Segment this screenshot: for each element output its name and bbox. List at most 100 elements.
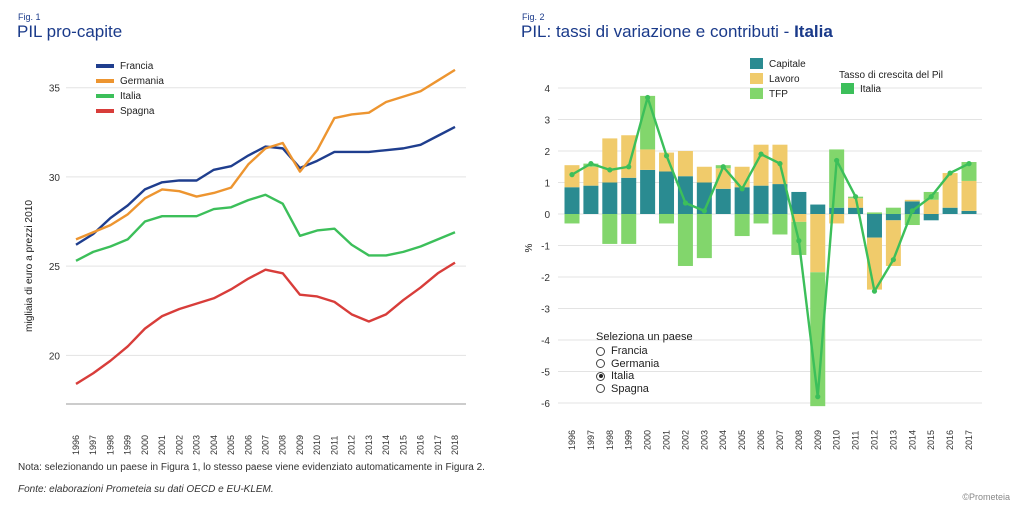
radio-label-spagna: Spagna	[611, 382, 649, 395]
bar-lavoro	[961, 180, 977, 211]
x-tick-label: 2003	[192, 435, 202, 455]
line-point	[588, 161, 594, 167]
bar-capitale	[640, 169, 656, 214]
bar-lavoro	[696, 166, 712, 183]
bar-capitale	[791, 191, 807, 214]
x-tick-label: 2004	[209, 435, 219, 455]
x-tick-label: 2004	[718, 430, 728, 450]
y-tick-label: -5	[541, 368, 550, 379]
legend-swatch-line-italia	[841, 83, 854, 94]
x-tick-label: 2005	[226, 435, 236, 455]
y-tick-label: 20	[49, 351, 61, 362]
radio-label-francia: Francia	[611, 345, 648, 358]
bar-capitale	[715, 188, 731, 214]
bar-lavoro	[583, 166, 599, 186]
x-tick-label: 2009	[295, 435, 305, 455]
x-tick-label: 2000	[643, 430, 653, 450]
x-tick-label: 2003	[699, 430, 709, 450]
bar-capitale	[810, 204, 826, 214]
bar-tfp	[564, 214, 580, 224]
bar-capitale	[753, 185, 769, 214]
line-point	[569, 172, 575, 178]
bar-lavoro	[885, 220, 901, 266]
y-tick-label: -1	[541, 242, 550, 253]
legend-label-tfp: TFP	[769, 89, 788, 100]
bar-tfp	[696, 214, 712, 259]
bar-capitale	[848, 207, 864, 214]
bar-capitale	[942, 207, 958, 214]
y-tick-label: -4	[541, 336, 550, 347]
x-tick-label: 2018	[450, 435, 460, 455]
line-point	[852, 194, 859, 200]
footer-note: Nota: selezionando un paese in Figura 1,…	[18, 462, 485, 473]
bar-lavoro	[677, 151, 693, 177]
line-series-francia	[75, 125, 456, 246]
x-tick-label: 2008	[278, 435, 288, 455]
x-tick-label: 2005	[737, 430, 747, 450]
x-tick-label: 1997	[88, 435, 98, 455]
bar-tfp	[904, 214, 920, 226]
x-tick-label: 2011	[851, 431, 861, 450]
line-point	[834, 157, 840, 164]
line-point	[928, 194, 934, 200]
line-point	[720, 164, 726, 170]
bar-tfp	[602, 214, 618, 244]
line-point	[626, 164, 632, 170]
footer-credit: ©Prometeia	[962, 492, 1010, 502]
bar-tfp	[659, 214, 675, 224]
country-selector-title: Seleziona un paese	[596, 331, 693, 343]
bar-lavoro	[904, 199, 920, 202]
radio-button-icon[interactable]	[596, 359, 605, 369]
radio-button-icon[interactable]	[596, 384, 605, 394]
radio-label-germania: Germania	[611, 357, 660, 370]
bar-capitale	[885, 214, 901, 221]
bar-tfp	[640, 95, 656, 150]
line-point	[966, 161, 972, 167]
bar-tfp	[734, 214, 750, 237]
footer-source: Fonte: elaborazioni Prometeia su dati OE…	[18, 484, 274, 495]
bar-capitale	[583, 185, 599, 214]
bar-lavoro	[602, 138, 618, 183]
y-tick-label: 25	[49, 262, 61, 273]
legend-label-italia: Italia	[120, 91, 142, 102]
line-point	[607, 167, 613, 173]
y-tick-label: 2	[544, 147, 550, 158]
y-tick-label: -2	[541, 273, 550, 284]
bar-lavoro	[640, 149, 656, 170]
line-point	[777, 161, 783, 167]
fig2-label: Fig. 2	[522, 12, 545, 22]
x-tick-label: 2017	[433, 435, 443, 455]
x-tick-label: 2007	[261, 435, 271, 455]
x-tick-label: 2001	[662, 430, 672, 450]
x-tick-label: 2002	[174, 435, 184, 455]
bar-capitale	[659, 171, 675, 214]
bar-tfp	[621, 214, 637, 244]
radio-button-selected-icon[interactable]	[596, 371, 605, 381]
line-point	[663, 153, 670, 159]
bar-capitale	[829, 207, 845, 214]
x-tick-label: 2010	[832, 430, 842, 450]
radio-button-icon[interactable]	[596, 346, 605, 356]
x-tick-label: 2002	[680, 430, 690, 450]
x-tick-label: 2015	[398, 435, 408, 455]
bar-capitale	[923, 214, 939, 221]
bar-lavoro	[923, 199, 939, 214]
x-tick-label: 2012	[347, 435, 357, 455]
bar-tfp	[753, 214, 769, 224]
x-tick-label: 2000	[140, 435, 150, 455]
x-tick-label: 2013	[364, 435, 374, 455]
line-point	[890, 257, 896, 263]
radio-italia[interactable]: Italia	[596, 370, 693, 383]
legend-label-line-italia: Italia	[860, 84, 882, 95]
radio-spagna[interactable]: Spagna	[596, 383, 693, 396]
bar-lavoro	[621, 135, 637, 178]
legend-label-germania: Germania	[120, 76, 164, 87]
line-series-italia	[75, 193, 456, 262]
x-tick-label: 2012	[869, 430, 879, 450]
radio-francia[interactable]: Francia	[596, 345, 693, 358]
bar-capitale	[734, 187, 750, 214]
y-axis-label: %	[524, 243, 535, 252]
radio-germania[interactable]: Germania	[596, 358, 693, 371]
x-tick-label: 2006	[756, 430, 766, 450]
legend-swatch-lavoro	[750, 73, 763, 84]
